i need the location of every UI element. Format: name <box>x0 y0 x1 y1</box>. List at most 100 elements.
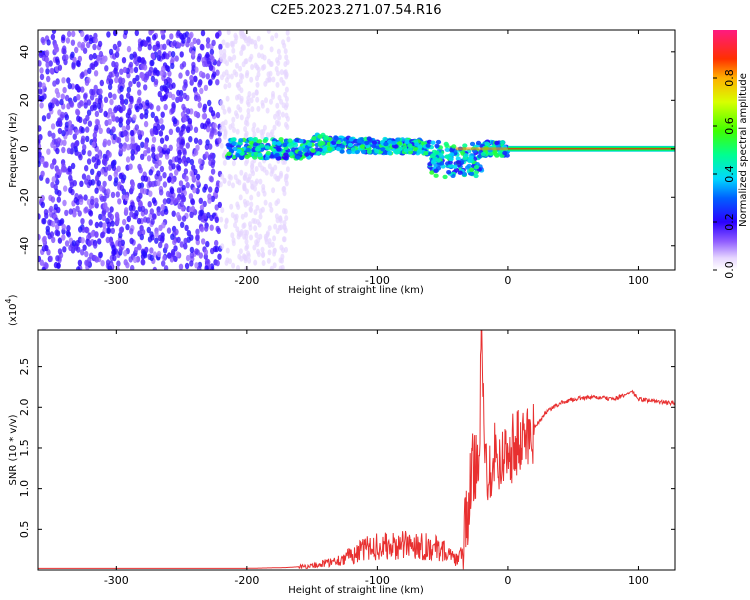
noise-blob <box>109 213 115 221</box>
colorbar: 0.0 0.2 0.4 0.6 0.8 Normalized spectral ampl… <box>713 30 749 279</box>
noise-blob <box>39 259 44 266</box>
noise-blob <box>49 205 54 213</box>
noise-blob <box>181 61 187 68</box>
noise-blob <box>67 120 73 127</box>
noise-blob <box>165 148 171 155</box>
noise-blob <box>178 32 184 40</box>
noise-blob <box>60 166 66 173</box>
colorbar-title: Normalized spectral amplitude <box>738 73 749 227</box>
signal-blob <box>502 150 508 156</box>
noise-blob <box>161 260 166 267</box>
signal-blob <box>283 152 289 157</box>
noise-blob <box>207 79 213 86</box>
noise-blob <box>161 222 166 229</box>
signal-blob <box>449 148 455 153</box>
noise-blob <box>159 189 164 196</box>
noise-blob <box>222 177 227 184</box>
noise-blob <box>94 110 100 118</box>
colorbar-tick-label: 0.6 <box>723 117 736 135</box>
noise-blob <box>108 48 114 56</box>
noise-blob <box>252 122 257 129</box>
noise-blob <box>254 89 259 96</box>
noise-blob <box>242 185 247 192</box>
noise-blob <box>154 231 159 238</box>
noise-blob <box>189 260 194 267</box>
noise-blob <box>272 235 277 242</box>
noise-blob <box>50 33 56 41</box>
noise-blob <box>143 141 149 148</box>
noise-blob <box>262 124 267 131</box>
noise-blob <box>62 246 67 253</box>
noise-blob <box>190 199 196 206</box>
noise-blob <box>114 76 119 84</box>
noise-blob <box>221 39 226 46</box>
signal-blob <box>446 170 452 175</box>
noise-blob <box>229 56 234 63</box>
noise-blob <box>223 129 228 135</box>
noise-blob <box>250 167 255 174</box>
noise-blob <box>284 54 289 61</box>
noise-blob <box>282 190 287 197</box>
noise-blob <box>130 181 136 188</box>
signal-blob <box>255 147 262 152</box>
noise-blob <box>100 231 106 238</box>
noise-blob <box>150 111 155 119</box>
noise-blob <box>283 48 288 55</box>
noise-blob <box>140 40 145 47</box>
noise-blob <box>191 61 196 69</box>
signal-blob <box>332 137 338 143</box>
noise-blob <box>94 231 99 238</box>
noise-blob <box>143 252 148 259</box>
signal-blob <box>371 144 377 149</box>
noise-blob <box>138 200 143 207</box>
noise-blob <box>131 143 136 151</box>
noise-blob <box>90 168 95 175</box>
noise-blob <box>253 259 258 266</box>
noise-blob <box>276 120 281 127</box>
noise-blob <box>84 79 90 86</box>
noise-blob <box>98 221 104 228</box>
noise-blob <box>258 213 263 220</box>
noise-blob <box>158 175 163 182</box>
noise-blob <box>173 255 178 262</box>
noise-blob <box>136 81 141 88</box>
signal-blob <box>302 147 308 153</box>
noise-blob <box>223 83 228 90</box>
noise-blob <box>177 95 183 102</box>
noise-blob <box>167 176 172 183</box>
noise-blob <box>103 96 109 104</box>
noise-blob <box>78 116 83 124</box>
noise-blob <box>59 114 64 121</box>
noise-blob <box>156 179 161 187</box>
noise-blob <box>266 257 271 264</box>
noise-blob <box>169 187 175 195</box>
noise-blob <box>48 255 53 262</box>
noise-blob <box>250 64 255 70</box>
noise-blob <box>263 199 268 206</box>
noise-blob <box>163 103 168 111</box>
noise-blob <box>88 219 93 226</box>
noise-blob <box>128 61 134 69</box>
noise-blob <box>172 238 177 246</box>
noise-blob <box>80 86 85 93</box>
noise-blob <box>111 60 116 68</box>
noise-blob <box>66 30 72 38</box>
noise-blob <box>55 147 60 155</box>
noise-blob <box>190 68 196 75</box>
noise-blob <box>284 73 289 80</box>
noise-blob <box>164 134 169 142</box>
noise-blob <box>156 105 161 112</box>
noise-blob <box>246 36 251 43</box>
noise-blob <box>171 210 176 217</box>
noise-blob <box>180 111 186 118</box>
noise-blob <box>206 118 211 125</box>
noise-blob <box>107 164 112 171</box>
noise-blob <box>222 48 227 55</box>
noise-blob <box>205 73 210 80</box>
noise-blob <box>237 179 242 186</box>
signal-blob <box>374 149 380 154</box>
noise-blob <box>86 199 92 206</box>
noise-blob <box>179 241 184 248</box>
noise-blob <box>64 240 70 247</box>
noise-blob <box>157 49 162 57</box>
